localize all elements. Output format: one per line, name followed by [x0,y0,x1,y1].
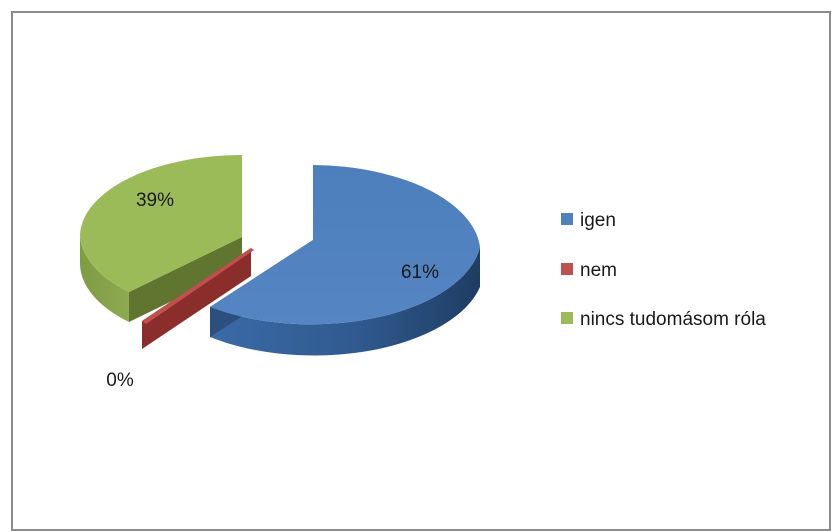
pie-chart: 61% 0% 39% igen nem nincs tudomásom róla [80,154,766,391]
legend-item-nincs-tudomasom-rola: nincs tudomásom róla [561,309,766,330]
slice-inner-wall [129,237,242,322]
legend-swatch-nincs-tudomasom-rola [561,312,573,324]
legend-swatch-igen [561,213,573,225]
legend-item-igen: igen [561,210,616,231]
legend-label-nincs-tudomasom-rola: nincs tudomásom róla [580,309,766,330]
legend-label-igen: igen [580,210,616,231]
pie-slice-igen [210,165,480,356]
slice-side [210,247,480,356]
pie-slice-nincs-tudomasom-rola [80,154,242,322]
pie-slice-nem [142,248,254,349]
legend-swatch-nem [561,263,573,275]
slice-top [210,165,480,325]
data-label-igen: 61% [401,262,439,283]
legend-item-nem: nem [561,260,617,281]
legend: igen nem nincs tudomásom róla [561,210,766,330]
slice-side [80,234,129,322]
legend-label-nem: nem [580,260,617,281]
data-label-nem: 0% [106,370,134,391]
slice-top [80,154,242,292]
data-label-nincs-tudomasom-rola: 39% [136,190,174,211]
